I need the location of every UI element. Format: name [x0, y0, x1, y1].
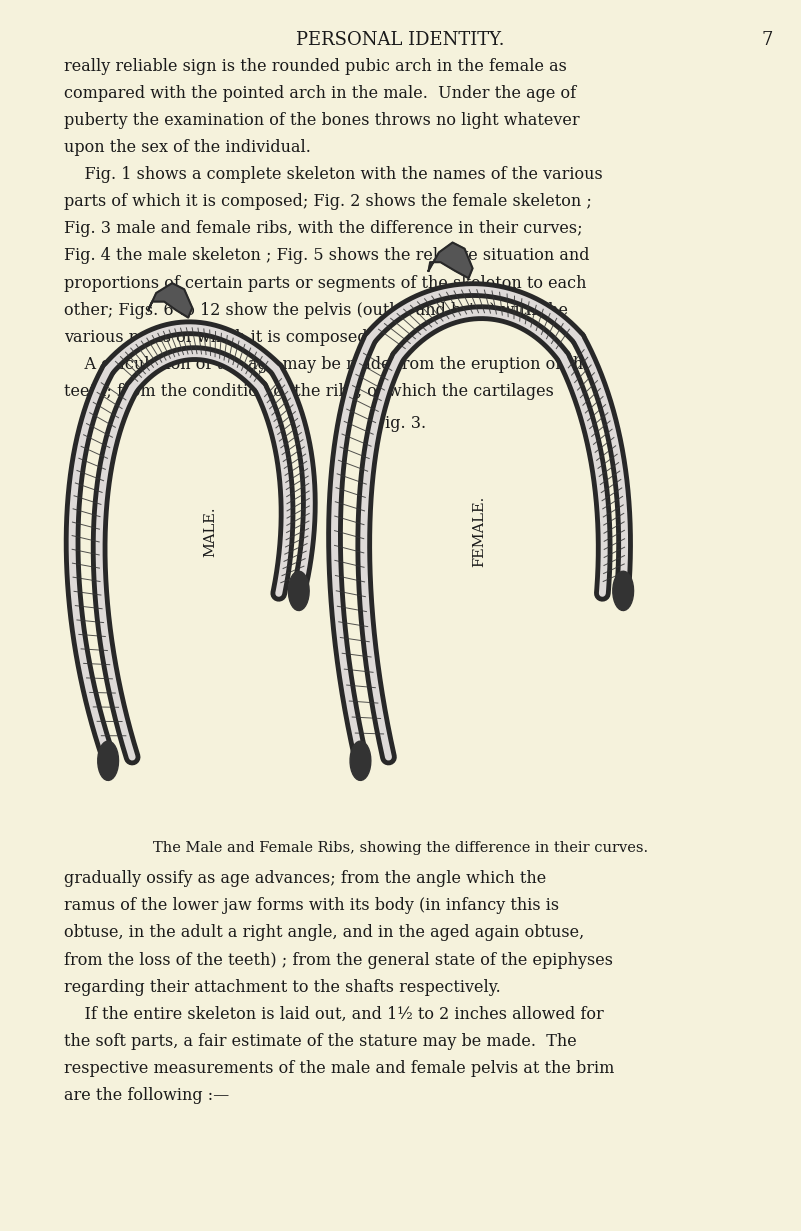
Text: other; Figs. 6 to 12 show the pelvis (outlet and brim) with the: other; Figs. 6 to 12 show the pelvis (ou… — [64, 302, 568, 319]
Text: parts of which it is composed; Fig. 2 shows the female skeleton ;: parts of which it is composed; Fig. 2 sh… — [64, 193, 592, 211]
Polygon shape — [613, 571, 634, 611]
Polygon shape — [350, 741, 371, 780]
Text: really reliable sign is the rounded pubic arch in the female as: really reliable sign is the rounded pubi… — [64, 58, 567, 75]
Text: are the following :—: are the following :— — [64, 1087, 229, 1104]
Text: upon the sex of the individual.: upon the sex of the individual. — [64, 139, 311, 156]
Text: various parts of which it is composed.: various parts of which it is composed. — [64, 329, 372, 346]
Text: A calculation of the age may be made from the eruption of the: A calculation of the age may be made fro… — [64, 356, 593, 373]
Text: ramus of the lower jaw forms with its body (in infancy this is: ramus of the lower jaw forms with its bo… — [64, 897, 559, 915]
Text: MALE.: MALE. — [203, 506, 217, 558]
Text: Fig. 3.: Fig. 3. — [374, 415, 427, 432]
Polygon shape — [288, 571, 309, 611]
Text: regarding their attachment to the shafts respectively.: regarding their attachment to the shafts… — [64, 979, 501, 996]
Text: Fig. 1 shows a complete skeleton with the names of the various: Fig. 1 shows a complete skeleton with th… — [64, 166, 603, 183]
Text: puberty the examination of the bones throws no light whatever: puberty the examination of the bones thr… — [64, 112, 580, 129]
Text: proportions of certain parts or segments of the skeleton to each: proportions of certain parts or segments… — [64, 275, 586, 292]
Text: teeth; from the condition of the ribs, of which the cartilages: teeth; from the condition of the ribs, o… — [64, 383, 554, 400]
Polygon shape — [148, 283, 192, 318]
Text: compared with the pointed arch in the male.  Under the age of: compared with the pointed arch in the ma… — [64, 85, 576, 102]
Text: from the loss of the teeth) ; from the general state of the epiphyses: from the loss of the teeth) ; from the g… — [64, 952, 613, 969]
Text: If the entire skeleton is laid out, and 1½ to 2 inches allowed for: If the entire skeleton is laid out, and … — [64, 1006, 604, 1023]
Text: The Male and Female Ribs, showing the difference in their curves.: The Male and Female Ribs, showing the di… — [153, 841, 648, 854]
Text: obtuse, in the adult a right angle, and in the aged again obtuse,: obtuse, in the adult a right angle, and … — [64, 924, 585, 942]
Text: Fig. 4 the male skeleton ; Fig. 5 shows the relative situation and: Fig. 4 the male skeleton ; Fig. 5 shows … — [64, 247, 590, 265]
Text: FEMALE.: FEMALE. — [472, 496, 486, 567]
Text: Fig. 3 male and female ribs, with the difference in their curves;: Fig. 3 male and female ribs, with the di… — [64, 220, 582, 238]
Polygon shape — [429, 243, 473, 278]
Text: PERSONAL IDENTITY.: PERSONAL IDENTITY. — [296, 31, 505, 49]
Text: respective measurements of the male and female pelvis at the brim: respective measurements of the male and … — [64, 1060, 614, 1077]
Polygon shape — [98, 741, 119, 780]
Text: 7: 7 — [762, 31, 773, 49]
Text: the soft parts, a fair estimate of the stature may be made.  The: the soft parts, a fair estimate of the s… — [64, 1033, 577, 1050]
Text: gradually ossify as age advances; from the angle which the: gradually ossify as age advances; from t… — [64, 870, 546, 888]
